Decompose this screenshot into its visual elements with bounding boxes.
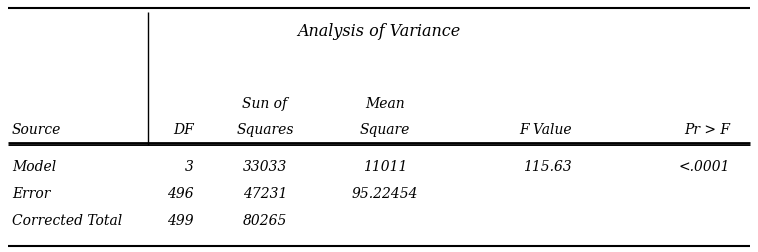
Text: 499: 499: [168, 214, 194, 228]
Text: 11011: 11011: [363, 160, 407, 174]
Text: F Value: F Value: [519, 123, 572, 137]
Text: 33033: 33033: [243, 160, 287, 174]
Text: 80265: 80265: [243, 214, 287, 228]
Text: Squares: Squares: [236, 123, 294, 137]
Text: Model: Model: [12, 160, 56, 174]
Text: Analysis of Variance: Analysis of Variance: [297, 23, 461, 41]
Text: Mean: Mean: [365, 97, 405, 111]
Text: <.0001: <.0001: [678, 160, 730, 174]
Text: Square: Square: [360, 123, 410, 137]
Text: Sun of: Sun of: [243, 97, 287, 111]
Text: 47231: 47231: [243, 187, 287, 201]
Text: Error: Error: [12, 187, 50, 201]
Text: 496: 496: [168, 187, 194, 201]
Text: 115.63: 115.63: [523, 160, 572, 174]
Text: 95.22454: 95.22454: [352, 187, 418, 201]
Text: 3: 3: [185, 160, 194, 174]
Text: Pr > F: Pr > F: [684, 123, 730, 137]
Text: Source: Source: [12, 123, 61, 137]
Text: DF: DF: [174, 123, 194, 137]
Text: Corrected Total: Corrected Total: [12, 214, 122, 228]
